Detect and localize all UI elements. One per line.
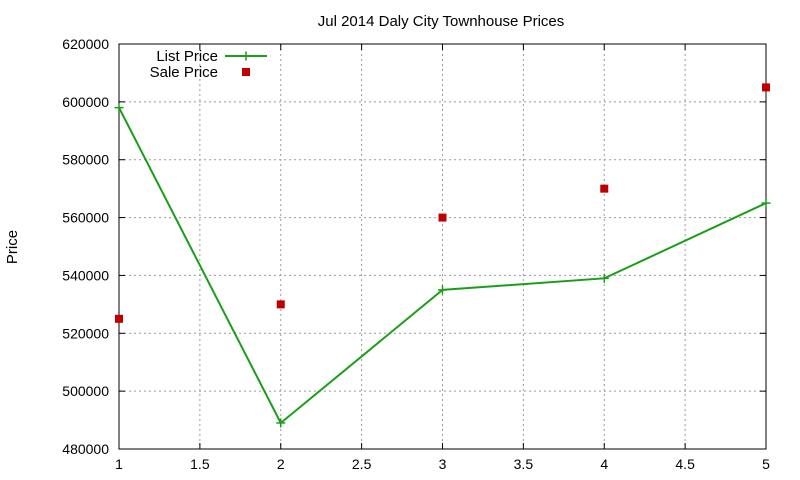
x-tick-label: 4	[600, 456, 608, 472]
sale-price-point	[115, 314, 123, 323]
sale-price-point	[600, 184, 609, 193]
grid	[119, 44, 766, 449]
y-tick-label: 500000	[62, 383, 109, 399]
x-tick-label: 4.5	[675, 456, 695, 472]
sale-price-point	[438, 213, 447, 222]
legend-plus-marker	[241, 51, 251, 61]
x-tick-label: 5	[762, 456, 770, 472]
y-tick-label: 520000	[62, 325, 109, 341]
x-tick-label: 1	[115, 456, 123, 472]
y-tick-label: 620000	[62, 36, 109, 52]
sale-price-point	[276, 300, 285, 309]
sale-price-point	[762, 83, 770, 92]
series	[114, 83, 771, 428]
legend-square-marker	[242, 68, 250, 76]
legend-label: List Price	[156, 48, 218, 65]
y-tick-label: 540000	[62, 267, 109, 283]
chart-title: Jul 2014 Daly City Townhouse Prices	[318, 13, 565, 30]
y-tick-label: 560000	[62, 210, 109, 226]
list-price-point	[438, 285, 447, 295]
y-tick-label: 580000	[62, 152, 109, 168]
y-axis-label: Price	[4, 230, 21, 264]
list-price-point	[276, 418, 286, 428]
plot-frame	[118, 43, 767, 450]
legend-label: Sale Price	[150, 64, 218, 81]
x-tick-label: 2	[277, 456, 285, 472]
list-price-point	[114, 103, 124, 113]
list-price-point	[761, 198, 771, 208]
x-tick-label: 3	[439, 456, 447, 472]
y-tick-label: 480000	[62, 441, 109, 457]
ticks: 1 1.5 2 2.5 3 3.5 4 4.5 5 480000 500000 520000 54000…	[62, 36, 770, 472]
x-tick-label: 3.5	[514, 456, 534, 472]
x-tick-label: 1.5	[190, 456, 210, 472]
x-tick-label: 2.5	[352, 456, 372, 472]
list-price-point	[599, 273, 609, 283]
y-tick-label: 600000	[62, 94, 109, 110]
